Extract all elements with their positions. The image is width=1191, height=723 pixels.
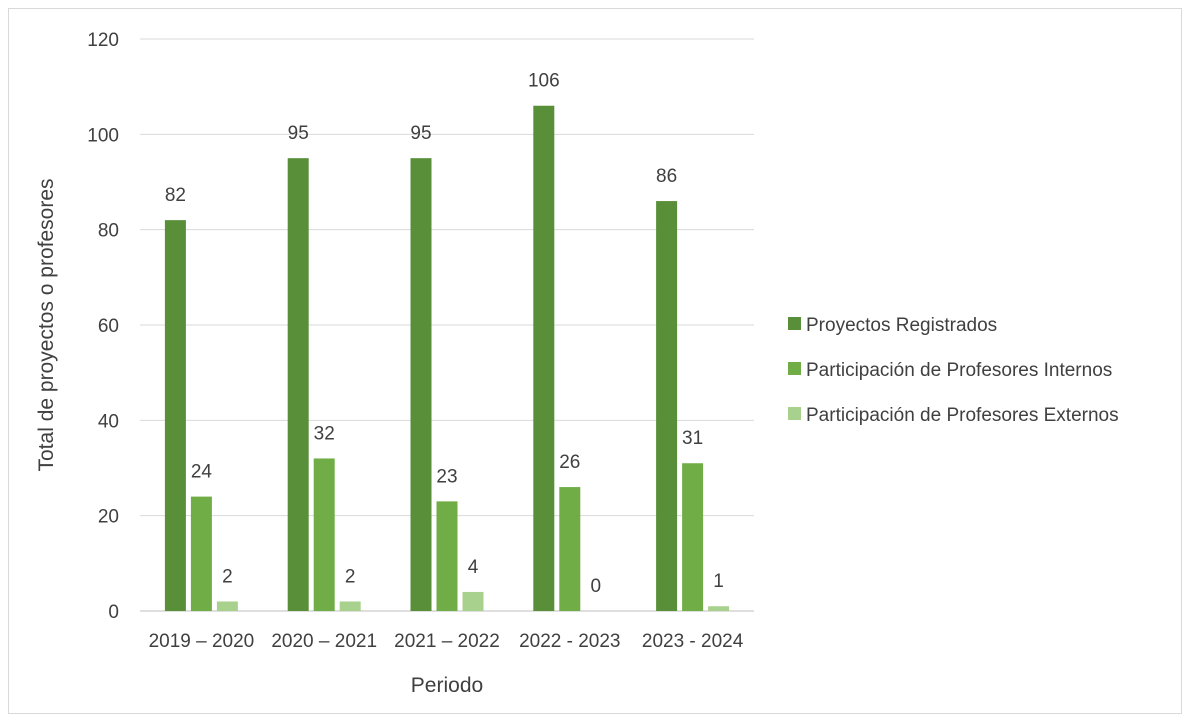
y-tick-label: 120	[87, 30, 119, 51]
x-axis-ticks: 2019 – 2020 2020 – 2021 2021 – 2022 2022 - …	[149, 631, 744, 652]
data-label: 86	[656, 166, 677, 187]
x-tick-label: 2022 - 2023	[519, 631, 620, 652]
chart-frame: 0 20 40 60 80 100 120 82 24 2 95 32 2 95 23 4 106 26 0 86 3…	[8, 8, 1182, 714]
bar	[339, 601, 361, 611]
bar	[287, 158, 309, 611]
bar	[559, 487, 581, 611]
bars	[164, 105, 730, 612]
legend-swatch	[788, 407, 801, 420]
x-tick-label: 2023 - 2024	[642, 631, 744, 652]
data-label: 31	[682, 428, 703, 449]
data-label: 23	[436, 466, 457, 487]
data-label: 32	[314, 423, 335, 444]
data-label: 95	[288, 123, 309, 144]
y-axis-title: Total de proyectos o profesores	[35, 179, 58, 472]
data-label: 1	[713, 571, 724, 592]
x-tick-label: 2019 – 2020	[149, 631, 255, 652]
legend-label: Participación de Profesores Internos	[806, 360, 1112, 381]
bar	[656, 201, 678, 612]
bar	[190, 496, 212, 611]
y-tick-label: 100	[87, 125, 119, 146]
legend-label: Proyectos Registrados	[806, 315, 997, 336]
gridlines	[140, 38, 754, 612]
bar-chart: 0 20 40 60 80 100 120 82 24 2 95 32 2 95 23 4 106 26 0 86 3…	[35, 30, 1119, 697]
y-tick-label: 60	[98, 316, 119, 337]
data-label: 95	[410, 123, 431, 144]
bar	[410, 158, 432, 611]
x-tick-label: 2020 – 2021	[271, 631, 377, 652]
bar	[216, 601, 238, 611]
bar	[436, 501, 458, 611]
data-label: 82	[165, 185, 186, 206]
bar	[682, 463, 704, 611]
x-axis-title: Periodo	[411, 674, 483, 697]
bar	[462, 591, 484, 611]
legend-swatch	[788, 362, 801, 375]
legend-swatch	[788, 317, 801, 330]
y-axis-ticks: 0 20 40 60 80 100 120	[87, 30, 119, 623]
y-tick-label: 20	[98, 507, 119, 528]
bar	[708, 606, 730, 611]
x-tick-label: 2021 – 2022	[394, 631, 500, 652]
data-label: 26	[559, 452, 580, 473]
data-label: 4	[468, 557, 479, 578]
y-tick-label: 40	[98, 411, 119, 432]
data-label: 2	[345, 566, 356, 587]
data-label: 24	[191, 462, 213, 483]
data-labels: 82 24 2 95 32 2 95 23 4 106 26 0 86 31 1	[165, 71, 724, 597]
y-tick-label: 80	[98, 221, 119, 242]
y-tick-label: 0	[108, 602, 119, 623]
legend-label: Participación de Profesores Externos	[806, 405, 1119, 426]
data-label: 2	[222, 566, 233, 587]
data-label: 0	[591, 576, 602, 597]
data-label: 106	[528, 71, 560, 92]
bar	[313, 458, 335, 611]
bar	[533, 105, 555, 611]
legend: Proyectos Registrados Participación de Pr…	[788, 315, 1119, 426]
bar	[164, 220, 186, 611]
